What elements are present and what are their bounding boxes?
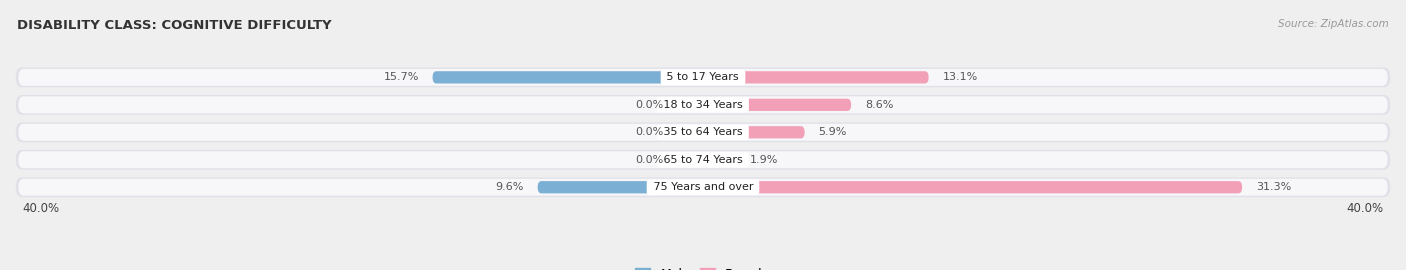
Text: 5 to 17 Years: 5 to 17 Years bbox=[664, 72, 742, 82]
Text: 75 Years and over: 75 Years and over bbox=[650, 182, 756, 192]
Text: 15.7%: 15.7% bbox=[384, 72, 419, 82]
FancyBboxPatch shape bbox=[18, 124, 1388, 141]
FancyBboxPatch shape bbox=[678, 99, 703, 111]
Text: 40.0%: 40.0% bbox=[22, 202, 60, 215]
Text: 1.9%: 1.9% bbox=[749, 155, 778, 165]
FancyBboxPatch shape bbox=[15, 68, 1391, 87]
FancyBboxPatch shape bbox=[703, 181, 1241, 193]
Text: 35 to 64 Years: 35 to 64 Years bbox=[659, 127, 747, 137]
FancyBboxPatch shape bbox=[15, 95, 1391, 115]
FancyBboxPatch shape bbox=[433, 71, 703, 83]
FancyBboxPatch shape bbox=[703, 71, 928, 83]
FancyBboxPatch shape bbox=[15, 122, 1391, 142]
FancyBboxPatch shape bbox=[703, 154, 735, 166]
Text: 0.0%: 0.0% bbox=[636, 100, 664, 110]
FancyBboxPatch shape bbox=[678, 126, 703, 139]
Text: 40.0%: 40.0% bbox=[1346, 202, 1384, 215]
Text: 0.0%: 0.0% bbox=[636, 155, 664, 165]
FancyBboxPatch shape bbox=[703, 99, 851, 111]
FancyBboxPatch shape bbox=[678, 154, 703, 166]
Text: 9.6%: 9.6% bbox=[495, 182, 524, 192]
Text: 65 to 74 Years: 65 to 74 Years bbox=[659, 155, 747, 165]
Legend: Male, Female: Male, Female bbox=[630, 263, 776, 270]
Text: Source: ZipAtlas.com: Source: ZipAtlas.com bbox=[1278, 19, 1389, 29]
Text: 0.0%: 0.0% bbox=[636, 127, 664, 137]
FancyBboxPatch shape bbox=[15, 177, 1391, 197]
Text: 18 to 34 Years: 18 to 34 Years bbox=[659, 100, 747, 110]
Text: 8.6%: 8.6% bbox=[865, 100, 893, 110]
FancyBboxPatch shape bbox=[18, 179, 1388, 196]
FancyBboxPatch shape bbox=[15, 150, 1391, 170]
FancyBboxPatch shape bbox=[18, 151, 1388, 168]
Text: 31.3%: 31.3% bbox=[1256, 182, 1291, 192]
FancyBboxPatch shape bbox=[537, 181, 703, 193]
FancyBboxPatch shape bbox=[18, 96, 1388, 113]
Text: 13.1%: 13.1% bbox=[942, 72, 977, 82]
FancyBboxPatch shape bbox=[18, 69, 1388, 86]
Text: DISABILITY CLASS: COGNITIVE DIFFICULTY: DISABILITY CLASS: COGNITIVE DIFFICULTY bbox=[17, 19, 332, 32]
Text: 5.9%: 5.9% bbox=[818, 127, 846, 137]
FancyBboxPatch shape bbox=[703, 126, 804, 139]
